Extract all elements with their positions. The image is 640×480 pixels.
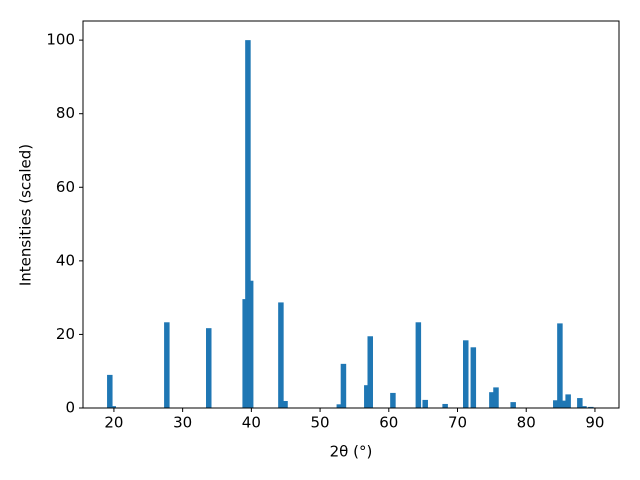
x-tick-label: 70 — [448, 414, 467, 432]
bar — [245, 40, 251, 409]
x-tick-label: 60 — [379, 414, 398, 432]
bar — [577, 398, 583, 408]
bar — [470, 347, 477, 408]
bar — [340, 363, 347, 408]
bar — [463, 340, 469, 408]
bar — [107, 374, 113, 408]
bar — [557, 323, 563, 408]
x-tick-label: 40 — [242, 414, 261, 432]
y-tick-label: 80 — [56, 104, 75, 122]
x-axis-label: 2θ (°) — [330, 443, 373, 461]
y-tick-label: 40 — [56, 251, 75, 269]
y-axis-label: Intensities (scaled) — [17, 144, 35, 286]
bar — [422, 399, 428, 408]
bar — [588, 406, 594, 408]
bar — [565, 394, 571, 408]
bar — [390, 392, 396, 408]
bar — [110, 406, 116, 408]
bar — [336, 404, 343, 408]
bar — [282, 401, 288, 408]
bar — [415, 322, 422, 408]
x-tick-label: 80 — [517, 414, 536, 432]
bar — [247, 280, 254, 408]
x-tick-label: 50 — [311, 414, 330, 432]
bar — [164, 322, 170, 408]
bar — [560, 400, 567, 408]
bar — [581, 406, 587, 408]
bar — [367, 336, 373, 408]
y-tick-label: 100 — [46, 31, 75, 49]
bar — [364, 385, 370, 408]
x-tick-label: 20 — [104, 414, 123, 432]
bar — [510, 402, 516, 408]
bar — [442, 403, 448, 408]
y-tick-label: 20 — [56, 325, 75, 343]
bar — [206, 328, 212, 408]
y-tick-label: 60 — [56, 178, 75, 196]
bar — [489, 392, 495, 408]
plot-frame — [82, 20, 620, 409]
x-tick-label: 90 — [585, 414, 604, 432]
x-tick-label: 30 — [173, 414, 192, 432]
bar — [553, 400, 559, 408]
y-tick-label: 0 — [65, 399, 75, 417]
bar — [278, 302, 284, 408]
bar — [493, 387, 499, 408]
